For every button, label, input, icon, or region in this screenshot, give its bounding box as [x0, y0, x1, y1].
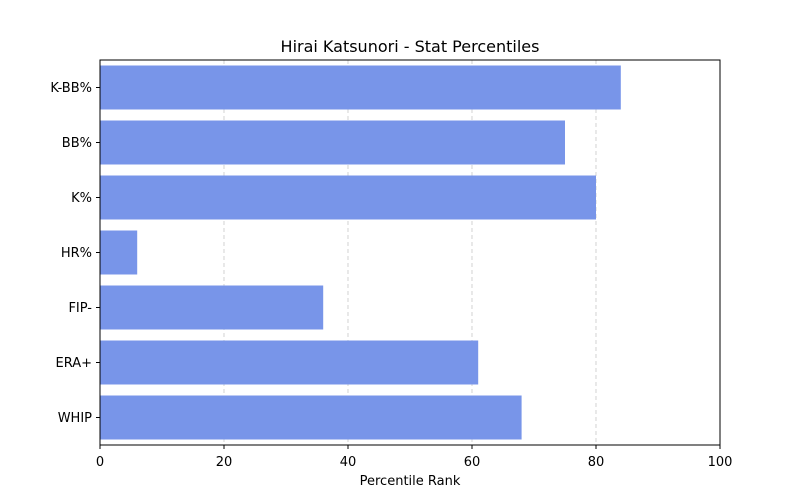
- grid-lines: [99, 60, 721, 445]
- chart-title: Hirai Katsunori - Stat Percentiles: [281, 37, 540, 56]
- x-tick-label: 100: [708, 455, 733, 470]
- y-tick-label: ERA+: [55, 356, 92, 371]
- x-tick-label: 80: [588, 455, 605, 470]
- y-tick-label: WHIP: [58, 411, 92, 426]
- bar-k-bb: [100, 65, 621, 110]
- x-axis-label: Percentile Rank: [360, 474, 461, 489]
- bar-group: [100, 65, 621, 440]
- bar-k: [100, 175, 596, 220]
- bar-whip: [100, 395, 522, 440]
- y-tick-label: K%: [71, 191, 92, 206]
- x-axis: 0 20 40 60 80 100: [96, 445, 733, 470]
- bar-bb: [100, 120, 565, 165]
- y-tick-label: FIP-: [68, 301, 92, 316]
- x-tick-label: 60: [464, 455, 481, 470]
- bar-hr: [100, 230, 138, 275]
- y-tick-label: HR%: [61, 246, 92, 261]
- y-tick-label: K-BB%: [50, 81, 92, 96]
- y-axis: K-BB% BB% K% HR% FIP- ERA+ WHIP: [50, 81, 100, 426]
- bar-fip: [100, 285, 324, 330]
- y-tick-label: BB%: [62, 136, 92, 151]
- x-tick-label: 40: [340, 455, 357, 470]
- plot-frame: [99, 59, 721, 446]
- bar-era: [100, 340, 479, 385]
- x-tick-label: 20: [216, 455, 233, 470]
- x-tick-label: 0: [96, 455, 104, 470]
